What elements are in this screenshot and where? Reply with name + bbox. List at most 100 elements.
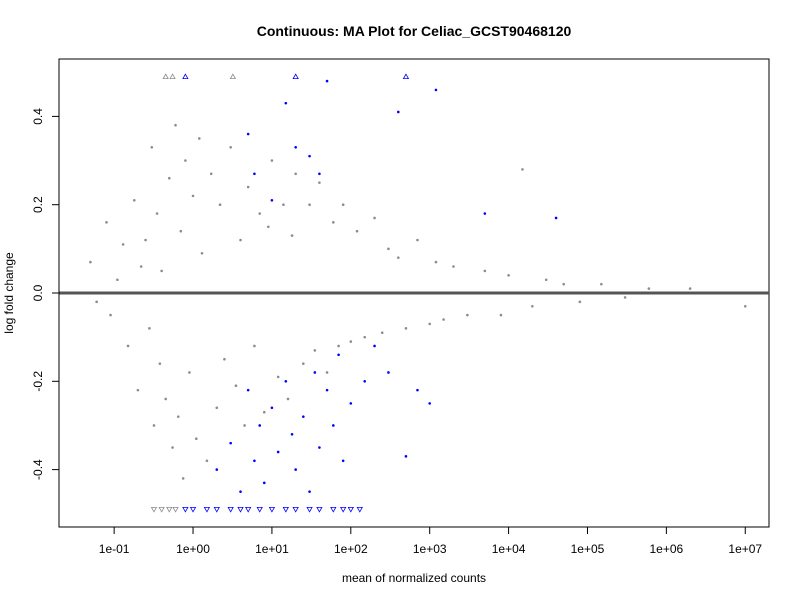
data-point [302,362,305,365]
data-point [325,79,329,83]
data-point [229,441,232,445]
data-point [313,349,317,352]
data-point [318,446,321,449]
data-point [402,73,410,80]
data-point [276,450,280,454]
data-point [148,327,151,330]
data-point [397,110,400,114]
data-point [363,380,366,383]
data-point [253,344,256,348]
points-layer [89,73,747,513]
data-point [239,490,242,493]
data-point [290,234,294,237]
data-point [404,327,408,330]
data-point [158,362,162,365]
x-tick-label: 1e+07 [728,542,762,556]
data-point [292,506,299,513]
data-point [258,424,261,427]
data-point [387,371,390,374]
data-point [229,146,232,149]
data-point [181,477,185,480]
data-point [172,506,179,513]
data-point [158,506,165,513]
data-point [218,203,222,206]
data-point [302,415,305,418]
x-tick-label: 1e+02 [334,542,368,556]
data-point [544,278,548,282]
data-point [521,168,524,171]
data-point [434,260,438,264]
data-point [483,212,487,215]
x-tick-label: 1e+01 [255,542,289,556]
data-point [373,216,376,220]
data-point [276,375,280,379]
data-point [404,455,408,458]
data-point [466,313,469,317]
data-point [387,247,390,251]
data-point [139,265,143,268]
data-point [109,313,112,317]
data-point [600,282,603,286]
data-point [428,322,431,326]
data-point [213,506,220,513]
data-point [188,371,191,374]
data-point [442,318,445,321]
y-tick-label: 0.4 [31,108,45,125]
data-point [152,424,156,427]
data-point [562,282,566,286]
data-point [313,371,317,374]
data-point [318,172,321,176]
data-point [234,384,238,388]
data-point [743,304,747,308]
x-tick-label: 1e+03 [413,542,447,556]
data-point [155,212,159,215]
data-point [330,506,337,513]
data-point [349,402,353,405]
data-point [270,406,274,410]
data-point [373,344,376,348]
data-point [132,198,136,202]
data-point [253,459,256,463]
data-point [282,506,289,513]
chart-title: Continuous: MA Plot for Celiac_GCST90468… [257,23,572,39]
data-point [294,468,297,471]
data-point [290,432,294,436]
data-point [203,506,211,513]
data-point [688,287,692,290]
x-tick-label: 1e+04 [492,542,526,556]
data-point [347,506,354,513]
data-point [182,73,189,80]
data-point [306,506,313,513]
data-point [554,216,558,220]
data-point [176,415,180,418]
data-point [256,506,263,513]
data-point [150,146,154,149]
data-point [197,137,201,140]
data-point [171,446,174,449]
data-point [164,397,167,401]
data-point [95,300,98,304]
data-point [623,296,627,299]
data-point [292,73,299,80]
data-point [308,203,311,206]
data-point [363,335,366,339]
data-point [200,251,204,255]
data-point [237,506,244,513]
data-point [355,229,359,233]
data-point [316,506,323,513]
data-point [337,344,340,348]
data-point [308,490,311,493]
data-point [452,265,455,268]
data-point [262,410,266,414]
data-point [332,221,335,224]
data-point [258,212,261,215]
data-point [294,172,297,176]
x-axis: 1e-01 1e+00 1e+01 1e+02 1e+03 1e+04 1e+05 1e+06… [99,526,762,556]
data-point [483,269,487,273]
data-point [126,344,130,348]
data-point [162,73,169,80]
y-tick-label: 0.0 [31,284,45,301]
data-point [227,506,234,513]
data-point [339,506,347,513]
